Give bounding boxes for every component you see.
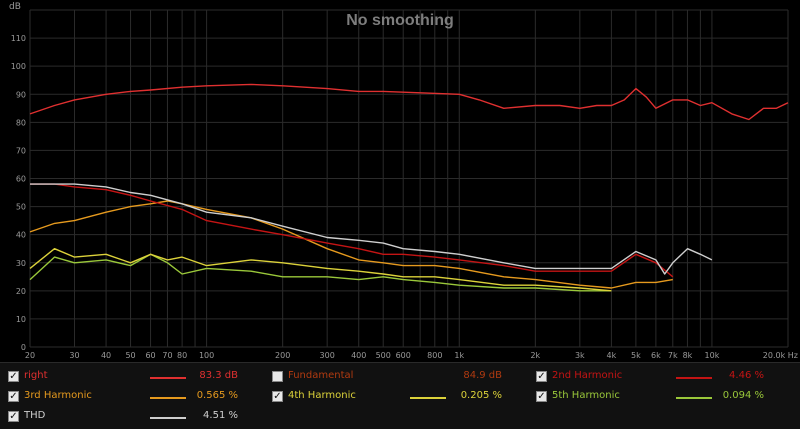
chart-title: No smoothing: [346, 12, 454, 29]
x-ticks: 20 30 40 50 60 70 80 100 200 300 400 500 600 800 1k 2k 3…: [25, 351, 798, 360]
legend-item-fundamental[interactable]: Fundamental 84.9 dB: [272, 367, 522, 387]
x-tick-label: 800: [427, 351, 442, 360]
legend-name-2nd-harmonic: 2nd Harmonic: [552, 370, 623, 381]
x-tick-label: 200: [275, 351, 290, 360]
checkbox-thd[interactable]: ✓: [8, 411, 19, 422]
y-tick-label: 90: [16, 90, 26, 99]
legend-item-2nd-harmonic[interactable]: ✓ 2nd Harmonic 4.46 %: [536, 367, 786, 387]
x-tick-label: 30: [69, 351, 79, 360]
legend-swatch-right: [150, 377, 186, 379]
x-tick-label: 60: [145, 351, 155, 360]
x-tick-label: 300: [320, 351, 335, 360]
x-tick-label: 5k: [631, 351, 641, 360]
x-tick-label: 6k: [651, 351, 661, 360]
x-tick-label: 10k: [705, 351, 720, 360]
checkbox-fundamental[interactable]: [272, 371, 283, 382]
series-line-3rd-harmonic: [29, 200, 673, 289]
legend-name-fundamental: Fundamental: [288, 370, 354, 381]
legend-name-3rd-harmonic: 3rd Harmonic: [24, 390, 92, 401]
y-ticks: 0 10 20 30 40 50 60 70 80 90 100 110: [11, 34, 26, 352]
legend-row-2: ✓ 3rd Harmonic 0.565 % ✓ 4th Harmonic 0.…: [0, 387, 800, 407]
checkbox-2nd-harmonic[interactable]: ✓: [536, 371, 547, 382]
y-tick-label: 10: [16, 315, 26, 324]
legend-swatch-4th-harmonic: [410, 397, 446, 399]
x-tick-label: 1k: [454, 351, 464, 360]
y-tick-label: 0: [21, 343, 26, 352]
legend-value-fundamental: 84.9 dB: [463, 370, 502, 381]
y-tick-label: 110: [11, 34, 26, 43]
legend-name-right: right: [24, 370, 48, 381]
y-tick-label: 80: [16, 118, 26, 127]
y-tick-label: 100: [11, 62, 26, 71]
x-tick-label: 7k: [668, 351, 678, 360]
y-tick-label: 20: [16, 287, 26, 296]
series-line-thd: [30, 183, 713, 275]
legend-panel: ✓ right 83.3 dB Fundamental 84.9 dB ✓ 2n…: [0, 362, 800, 429]
checkbox-3rd-harmonic[interactable]: ✓: [8, 391, 19, 402]
x-tick-label: 3k: [575, 351, 585, 360]
legend-name-5th-harmonic: 5th Harmonic: [552, 390, 620, 401]
y-tick-label: 30: [16, 259, 26, 268]
y-tick-label: 60: [16, 175, 26, 184]
x-tick-label: 40: [101, 351, 111, 360]
legend-name-4th-harmonic: 4th Harmonic: [288, 390, 356, 401]
legend-row-3: ✓ THD 4.51 %: [0, 407, 800, 427]
y-tick-label: 70: [16, 146, 26, 155]
x-tick-label: 80: [177, 351, 187, 360]
legend-swatch-5th-harmonic: [676, 397, 712, 399]
legend-name-thd: THD: [24, 410, 46, 421]
legend-value-3rd-harmonic: 0.565 %: [196, 390, 238, 401]
x-tick-label: 100: [199, 351, 214, 360]
legend-value-right: 83.3 dB: [199, 370, 238, 381]
x-tick-label: 2k: [530, 351, 540, 360]
x-tick-label: 50: [125, 351, 135, 360]
series-line-2nd-harmonic: [30, 183, 674, 278]
legend-value-2nd-harmonic: 4.46 %: [729, 370, 764, 381]
legend-item-3rd-harmonic[interactable]: ✓ 3rd Harmonic 0.565 %: [8, 387, 258, 407]
x-tick-label: 20: [25, 351, 35, 360]
chart: 0 10 20 30 40 50 60 70 80 90 100 110 20 30 40 50 60 70 80…: [9, 2, 798, 360]
legend-swatch-thd: [150, 417, 186, 419]
x-tick-label: 70: [162, 351, 172, 360]
legend-value-5th-harmonic: 0.094 %: [722, 390, 764, 401]
legend-item-thd[interactable]: ✓ THD 4.51 %: [8, 407, 258, 427]
y-tick-label: 50: [16, 203, 26, 212]
legend-value-thd: 4.51 %: [203, 410, 238, 421]
x-tick-label: 20.0k Hz: [763, 351, 798, 360]
series-line-5th-harmonic: [29, 253, 612, 292]
grid: [29, 9, 789, 348]
legend-item-right[interactable]: ✓ right 83.3 dB: [8, 367, 258, 387]
series-lines: [29, 83, 789, 292]
legend-item-5th-harmonic[interactable]: ✓ 5th Harmonic 0.094 %: [536, 387, 786, 407]
series-line-right: [29, 83, 789, 121]
legend-item-4th-harmonic[interactable]: ✓ 4th Harmonic 0.205 %: [272, 387, 522, 407]
checkbox-right[interactable]: ✓: [8, 371, 19, 382]
y-axis-label: dB: [9, 2, 21, 12]
x-tick-label: 500: [376, 351, 391, 360]
x-tick-label: 8k: [683, 351, 693, 360]
x-tick-label: 600: [396, 351, 411, 360]
series-line-4th-harmonic: [29, 247, 612, 292]
y-tick-label: 40: [16, 231, 26, 240]
checkbox-4th-harmonic[interactable]: ✓: [272, 391, 283, 402]
legend-row-1: ✓ right 83.3 dB Fundamental 84.9 dB ✓ 2n…: [0, 367, 800, 387]
legend-swatch-2nd-harmonic: [676, 377, 712, 379]
checkbox-5th-harmonic[interactable]: ✓: [536, 391, 547, 402]
legend-value-4th-harmonic: 0.205 %: [460, 390, 502, 401]
x-tick-label: 4k: [607, 351, 617, 360]
legend-swatch-3rd-harmonic: [150, 397, 186, 399]
x-tick-label: 400: [351, 351, 366, 360]
